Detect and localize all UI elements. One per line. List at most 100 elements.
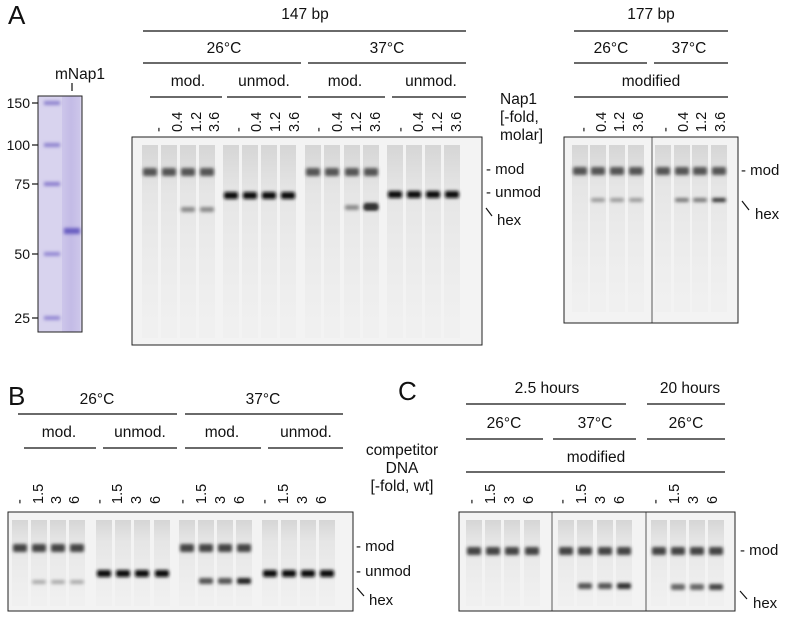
header-c-2-5h: 2.5 hours	[515, 380, 580, 397]
gelb-lane-10-smear	[198, 520, 214, 606]
header-147bp: 147 bp	[281, 6, 328, 23]
gelb-lane-13-band-1	[263, 570, 277, 577]
ladder-band-150	[44, 101, 60, 105]
gel177-hex-tick	[741, 200, 750, 211]
gel177-lane-3-band-1	[610, 167, 624, 175]
gelb-lane-label-4: 6	[67, 496, 83, 504]
lane-labels-panel-b: -1.5 3 6-1.5 3 6-1.5 3 6-1.5 3 6	[12, 484, 330, 504]
gel147-lane-9-smear	[305, 145, 321, 338]
gel177-lane-2-band-2	[591, 198, 605, 202]
gel147-lane-label-9: -	[311, 127, 327, 132]
gelb-lane-label-7: 3	[129, 496, 145, 504]
gel147-lane-11-band-1	[345, 168, 359, 176]
ladder-band-25	[44, 316, 60, 320]
gel147-lane-14-band-1	[407, 191, 421, 198]
gel-147bp-lanes	[142, 145, 460, 338]
gelc-lane-1-band-1	[467, 547, 481, 555]
gelc-lane-label-2: 1.5	[483, 484, 499, 504]
gelc-lane-5-smear	[558, 520, 574, 606]
gelb-hex-tick	[356, 587, 365, 597]
gelb-lane-label-9: -	[175, 499, 191, 504]
gelb-lane-3-band-1	[51, 544, 65, 552]
gel177-lane-1-smear	[572, 145, 588, 312]
gelc-lane-5-band-1	[559, 547, 573, 555]
header-177-37c: 37°C	[672, 40, 707, 57]
gelc-lane-12-smear	[708, 520, 724, 606]
gelb-lane-4-band-2	[70, 580, 84, 584]
gel147-lane-8-band-1	[281, 192, 295, 199]
gelb-lane-12-band-1	[237, 544, 251, 552]
gelc-lane-label-5: -	[555, 499, 571, 504]
gel147-lane-15-smear	[425, 145, 441, 338]
gelb-lane-13-smear	[262, 520, 278, 606]
gelb-lane-12-band-2	[237, 578, 251, 584]
competitor-label-line1: competitor	[366, 442, 438, 459]
ladder-label-150: 150	[7, 95, 31, 111]
gel147-lane-label-12: 3.6	[368, 112, 384, 132]
gelb-lane-6-smear	[115, 520, 131, 606]
gelc-lane-11-smear	[689, 520, 705, 606]
gelc-lane-8-band-2	[617, 583, 631, 589]
gelc-lane-2-smear	[485, 520, 501, 606]
header-b-37c-unmod: unmod.	[280, 424, 332, 441]
header-147-26c-mod: mod.	[171, 73, 205, 90]
mnap1-label: mNap1	[55, 66, 105, 83]
gelb-lane-label-12: 6	[232, 496, 248, 504]
gel147-lane-11-smear	[344, 145, 360, 338]
gelc-lane-label-4: 6	[521, 496, 537, 504]
gelc-lane-3-band-1	[505, 547, 519, 555]
gelc-lane-7-band-2	[598, 583, 612, 589]
gel147-lane-5-band-1	[224, 192, 238, 199]
gel147-lane-label-6: 0.4	[249, 112, 265, 132]
header-b-26c-unmod: unmod.	[114, 424, 166, 441]
header-147-37c: 37°C	[370, 40, 405, 57]
gel147-lane-1-smear	[142, 145, 158, 338]
gelb-lane-8-band-1	[155, 570, 169, 577]
header-c-20h: 20 hours	[660, 380, 721, 397]
gelc-label-mod: - mod	[740, 542, 778, 559]
gel147-lane-1-band-1	[143, 168, 157, 176]
gel147-lane-14-smear	[406, 145, 422, 338]
gelb-lane-11-band-1	[218, 544, 232, 552]
gelc-lane-12-band-1	[709, 547, 723, 555]
gel147-lane-label-5: -	[231, 127, 247, 132]
gel177-lane-3-smear	[609, 145, 625, 312]
ladder-label-50: 50	[14, 246, 30, 262]
gelb-label-unmod: - unmod	[356, 563, 411, 580]
header-147-26c: 26°C	[207, 40, 242, 57]
gelc-lane-10-band-2	[671, 584, 685, 590]
gel147-lane-label-2: 0.4	[170, 112, 186, 132]
gelb-lane-10-band-2	[199, 578, 213, 584]
gelc-lane-2-band-1	[486, 547, 500, 555]
gel177-lane-label-6: 0.4	[676, 112, 692, 132]
gel-147bp	[131, 136, 483, 346]
gel147-lane-2-smear	[161, 145, 177, 338]
gelb-lane-14-band-1	[282, 570, 296, 577]
gel-panel-b	[7, 511, 354, 612]
gelc-lane-1-smear	[466, 520, 482, 606]
gel177-lane-2-smear	[590, 145, 606, 312]
gelb-lane-label-16: 6	[314, 496, 330, 504]
gel147-lane-label-13: -	[393, 127, 409, 132]
header-177-modified: modified	[622, 73, 681, 90]
gel177-lane-1-band-1	[573, 167, 587, 175]
nap1-label-line3: molar]	[500, 127, 543, 144]
gel-panel-c-lanes	[466, 520, 724, 606]
gelc-lane-9-smear	[651, 520, 667, 606]
header-147-37c-mod: mod.	[328, 73, 362, 90]
gelb-lane-4-band-1	[70, 544, 84, 552]
gelc-lane-label-1: -	[464, 499, 480, 504]
panel-b-letter: B	[8, 381, 25, 411]
gel-panel-b-lanes	[12, 520, 335, 606]
gel147-lane-12-smear	[363, 145, 379, 338]
gel147-lane-8-smear	[280, 145, 296, 338]
gelb-lane-14-smear	[281, 520, 297, 606]
gel147-hex-tick	[485, 207, 493, 217]
gelc-lane-4-smear	[524, 520, 540, 606]
gel-177bp	[563, 136, 739, 324]
gelc-lane-6-band-2	[578, 583, 592, 589]
gel147-lane-label-14: 0.4	[411, 112, 427, 132]
gelb-lane-5-band-1	[97, 570, 111, 577]
gel-panel-c-frame	[458, 511, 736, 612]
